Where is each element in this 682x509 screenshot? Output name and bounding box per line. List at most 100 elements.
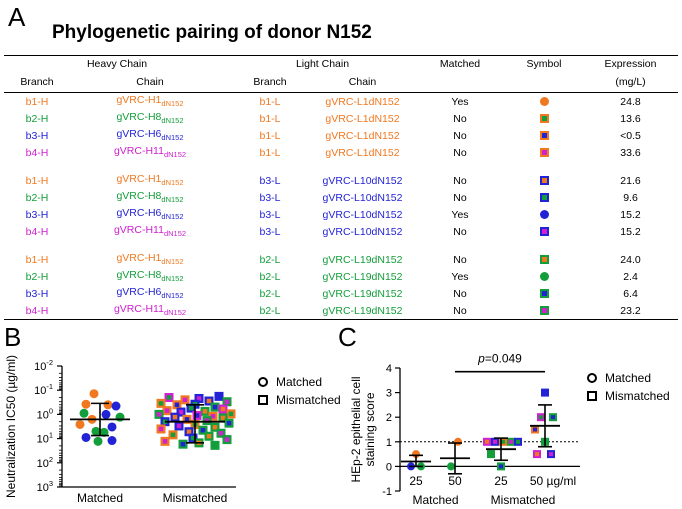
y-tick-label: 3 [386,388,392,400]
expression-value: 9.6 [623,191,638,204]
heavy-chain-name: gVRC-H8 [116,111,162,124]
data-point-inner [190,435,196,441]
data-point-inner [200,427,206,433]
mismatched-symbol-icon [539,193,549,203]
light-chain: gVRC-L19dN152 [310,302,415,320]
light-chain: gVRC-L10dN152 [322,208,403,221]
expression-header: Expression [583,55,678,72]
concentration-label: 25 [494,474,508,488]
data-point [107,422,117,432]
heavy-branch: b3-H [25,208,49,221]
heavy-branch: b1-H [25,95,49,108]
legend-matched-label: Matched [276,375,322,389]
data-point-inner [170,432,176,438]
heavy-branch: b4-H [4,302,70,320]
table-row: b3-H gVRC-H6dN152 b3-L gVRC-L10dN152 Yes 15.2 [4,206,678,223]
heavy-chain: gVRC-H8dN152 [70,110,230,127]
light-branch: b2-L [230,302,310,320]
heavy-chain: gVRC-H11dN152 [70,302,230,320]
data-point-inner [188,405,194,411]
x-group-label: Matched [412,493,458,507]
table-row: b1-H gVRC-H1dN152 b1-L gVRC-L1dN152 Yes 24.8 [4,93,678,111]
data-point-inner [212,443,218,448]
matched-value: No [453,174,467,187]
heavy-chain-name: gVRC-H11 [113,145,164,158]
light-chain: gVRC-L19dN152 [322,287,403,300]
legend-square-icon [587,391,597,401]
significance-label: p=0.049 [477,352,522,366]
y-axis-label: HEp-2 epithelial cellstaining score [349,376,377,482]
light-branch: b2-L [259,287,281,300]
mismatched-symbol-icon [539,227,549,237]
y-tick-label: 10-2 [34,358,53,373]
heavy-chain-donor: dN152 [161,291,184,301]
heavy-chain-name: gVRC-H11 [113,303,164,316]
heavy-chain-donor: dN152 [161,212,184,222]
symbol-cell [505,127,583,144]
symbol-cell [505,223,583,240]
y-tick-label: 0 [386,461,392,473]
heavy-chain: gVRC-H6dN152 [70,127,230,144]
data-point-inner [158,426,164,432]
data-point [111,401,121,411]
table-row: b4-H gVRC-H11dN152 b3-L gVRC-L10dN152 No 15.2 [4,223,678,240]
matched-value: No [453,191,467,204]
heavy-chain-donor: dN152 [161,274,184,284]
symbol-cell [505,268,583,285]
expression-value: 24.0 [620,253,641,266]
symbol-cell [505,206,583,223]
table-row: b4-H gVRC-H11dN152 b1-L gVRC-L1dN152 No 33.6 [4,144,678,161]
heavy-chain-donor: dN152 [163,150,187,160]
expression-value: 15.2 [620,225,641,238]
data-point-inner [509,439,513,444]
expression-unit: (mg/L) [583,72,678,93]
data-point-inner [533,427,537,432]
light-branch: b3-L [259,225,281,238]
matched-value: No [453,146,467,159]
expression-value: 13.6 [620,112,641,125]
data-point-inner [172,414,178,420]
data-point-inner [182,397,188,403]
heavy-chain: gVRC-H6dN152 [70,285,230,302]
heavy-chain: gVRC-H1dN152 [70,251,230,268]
pairing-table: Heavy Chain Light Chain Matched Symbol E… [4,55,678,320]
heavy-chain-donor: dN152 [161,195,184,205]
light-branch: b3-L [259,191,281,204]
mismatched-symbol-icon [539,289,549,299]
data-point-inner [176,423,182,429]
light-branch: b3-L [259,208,281,221]
symbol-cell [505,172,583,189]
data-point-inner [499,464,503,469]
heavy-chain-subheader: Chain [70,72,230,93]
data-point-inner [226,420,232,426]
heavy-branch: b2-H [25,191,49,204]
data-point-inner [539,415,543,420]
data-point-inner [162,439,168,444]
heavy-chain-name: gVRC-H6 [116,207,162,220]
data-point [93,436,103,446]
heavy-chain-donor: dN152 [163,308,187,318]
expression-value: <0.5 [620,129,641,142]
matched-value: Yes [451,208,469,221]
y-tick-label: 102 [37,455,53,470]
data-point-inner [186,429,192,434]
mismatched-symbol-icon [539,255,549,265]
data-point-inner [228,411,234,417]
symbol-cell [505,110,583,127]
heavy-chain-name: gVRC-H1 [116,252,162,265]
y-tick-label: 10-1 [34,382,53,397]
y-tick-label: 103 [37,479,53,494]
expression-value: 6.4 [623,287,638,300]
heavy-chain-donor: dN152 [161,99,184,109]
matched-header: Matched [415,55,505,72]
data-point-inner [210,414,216,419]
x-group-label: Mismatched [491,493,556,507]
concentration-label: 25 [409,474,423,488]
light-chain: gVRC-L10dN152 [322,225,403,238]
data-point-inner [220,406,226,412]
light-branch: b2-L [259,253,281,266]
y-tick-label: 101 [37,431,53,446]
data-point-inner [535,452,539,457]
data-point-inner [206,398,212,404]
light-branch: b1-L [259,146,281,159]
